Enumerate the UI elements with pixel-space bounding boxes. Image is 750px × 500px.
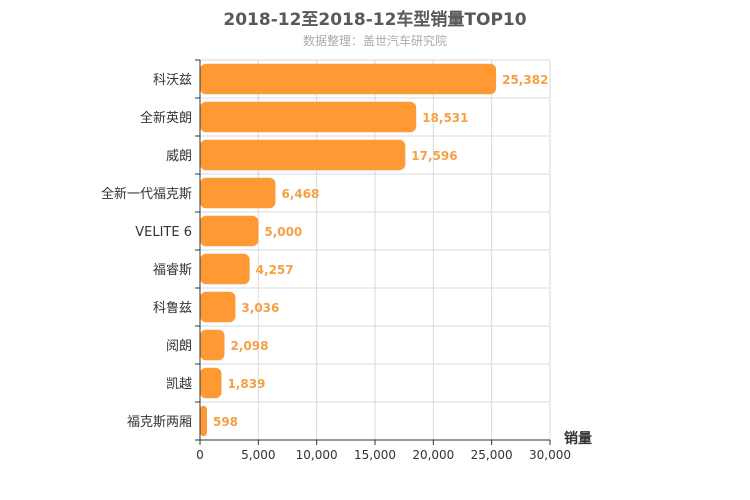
x-tick-label: 20,000 bbox=[412, 448, 454, 462]
category-label: 福睿斯 bbox=[153, 263, 192, 278]
category-label: 科沃兹 bbox=[153, 73, 192, 88]
chart-title: 2018-12至2018-12车型销量TOP10 bbox=[223, 10, 527, 30]
category-label: 全新一代福克斯 bbox=[101, 186, 192, 202]
x-tick-label: 15,000 bbox=[354, 448, 396, 462]
bar[interactable] bbox=[200, 215, 259, 247]
data-label: 2,098 bbox=[230, 339, 268, 353]
x-tick-label: 10,000 bbox=[296, 448, 338, 462]
data-label: 25,382 bbox=[502, 73, 548, 87]
data-label: 17,596 bbox=[411, 149, 457, 163]
bar[interactable] bbox=[200, 177, 276, 209]
x-tick-label: 30,000 bbox=[529, 448, 571, 462]
bar[interactable] bbox=[200, 63, 497, 95]
data-label: 5,000 bbox=[264, 225, 302, 239]
x-tick-label: 0 bbox=[196, 448, 204, 462]
bar[interactable] bbox=[200, 253, 250, 285]
data-label: 598 bbox=[213, 415, 238, 429]
bar[interactable] bbox=[200, 367, 222, 399]
chart-subtitle: 数据整理：盖世汽车研究院 bbox=[302, 34, 447, 48]
axes-group bbox=[195, 59, 551, 445]
bar[interactable] bbox=[200, 291, 236, 323]
bar[interactable] bbox=[200, 329, 225, 361]
data-label: 18,531 bbox=[422, 111, 468, 125]
bar[interactable] bbox=[200, 139, 406, 171]
category-label: 阅朗 bbox=[166, 339, 192, 354]
category-label: 科鲁兹 bbox=[153, 301, 192, 316]
x-tick-label: 5,000 bbox=[241, 448, 275, 462]
data-label: 3,036 bbox=[241, 301, 279, 315]
bar[interactable] bbox=[200, 405, 207, 437]
category-label: 凯越 bbox=[166, 377, 192, 392]
category-label: VELITE 6 bbox=[135, 225, 192, 240]
category-label: 全新英朗 bbox=[140, 110, 192, 126]
category-label: 威朗 bbox=[166, 149, 192, 164]
x-axis-title: 销量 bbox=[564, 430, 592, 447]
data-label: 1,839 bbox=[227, 377, 265, 391]
labels-group: 0 5,000 10,000 15,000 20,000 25,000 30,000 科沃兹 2… bbox=[101, 73, 592, 462]
x-tick-label: 25,000 bbox=[471, 448, 513, 462]
gridlines bbox=[200, 59, 551, 440]
bar[interactable] bbox=[200, 101, 417, 133]
data-label: 6,468 bbox=[281, 187, 319, 201]
data-label: 4,257 bbox=[256, 263, 294, 277]
category-label: 福克斯两厢 bbox=[127, 415, 192, 430]
bars-group bbox=[200, 63, 497, 437]
